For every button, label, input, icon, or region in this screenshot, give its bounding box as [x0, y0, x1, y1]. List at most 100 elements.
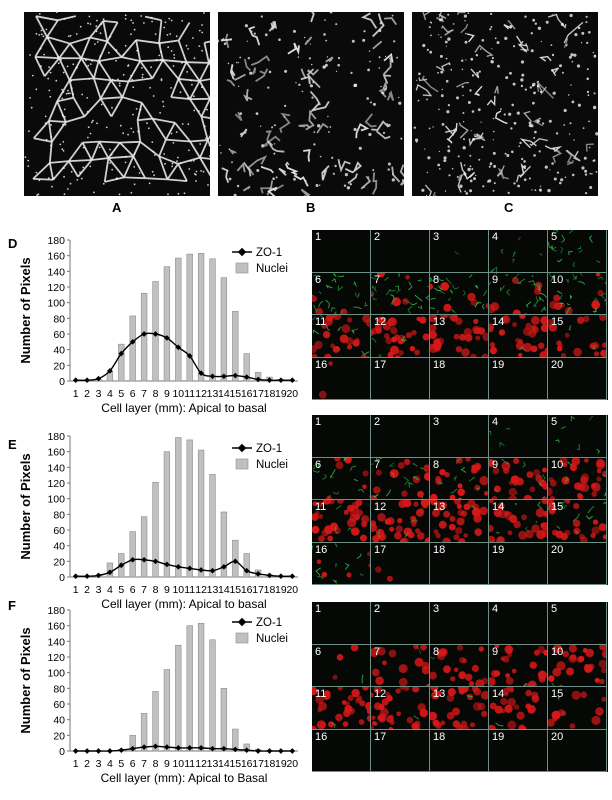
y-tick-label: 100	[47, 494, 65, 506]
legend-zo1-marker	[237, 617, 247, 627]
grid-tile: 11	[312, 500, 371, 543]
tile-number: 3	[433, 416, 440, 428]
x-tick-label: 2	[84, 388, 90, 400]
y-tick-label: 20	[53, 730, 65, 742]
y-tick-label: 20	[53, 556, 65, 568]
x-tick-label: 1	[73, 584, 79, 596]
legend-nuclei-label: Nuclei	[256, 633, 288, 645]
grid-tile: 19	[489, 357, 548, 400]
y-tick-label: 120	[47, 282, 65, 294]
tile-number: 16	[315, 730, 328, 743]
x-tick-label: 9	[164, 584, 170, 596]
chart-d: 0 20 40 60 80 100 120 140 160 180 1 2 3 4 5 6 7 8 9 10 11 12 1…	[0, 228, 310, 418]
x-axis-title: Cell layer (mm): Apical to basal	[101, 401, 266, 415]
zo1-point	[255, 571, 261, 577]
nuclei-bar	[243, 553, 250, 578]
tile-image	[489, 457, 547, 500]
zo1-point	[72, 377, 79, 384]
tile-image	[312, 457, 370, 500]
tile-number: 11	[315, 501, 327, 513]
y-tick-label: 180	[47, 605, 65, 617]
y-tick-label: 140	[47, 266, 65, 278]
y-axis-title: Number of Pixels	[18, 627, 33, 733]
zo1-point	[95, 748, 102, 754]
tile-number: 9	[492, 458, 499, 471]
tile-image	[332, 644, 364, 683]
tile-number: 16	[315, 543, 328, 556]
legend-nuclei-label: Nuclei	[256, 459, 288, 471]
zo1-point	[95, 375, 102, 382]
image-grid-d: 1 2 3 4 5 6 7 8 9 10 11 12 13 14 15 16 17 18 19 20	[312, 230, 608, 400]
grid-tile: 4	[489, 602, 548, 645]
tile-number: 10	[551, 645, 564, 658]
nuclei-bar	[209, 474, 216, 578]
tile-number: 1	[315, 603, 322, 615]
nuclei-bar	[140, 713, 148, 752]
chart-e: 0 20 40 60 80 100 120 140 160 180 1 2 3 4 5 6 7 8 9 10 11 12 1…	[0, 424, 310, 614]
tile-number: 2	[374, 416, 381, 428]
x-tick-label: 16	[241, 758, 253, 770]
x-tick-label: 3	[96, 388, 102, 400]
legend-nuclei-swatch	[235, 458, 249, 470]
tile-number: 2	[374, 603, 381, 615]
zo1-point	[186, 353, 193, 359]
tile-number: 5	[551, 416, 558, 428]
zo1-point	[72, 748, 79, 754]
x-tick-label: 6	[130, 758, 136, 770]
x-tick-label: 4	[107, 584, 113, 596]
nuclei-bar	[140, 292, 148, 382]
tile-number: 18	[433, 543, 446, 556]
grid-tile: 18	[430, 357, 489, 400]
tile-number: 14	[492, 316, 505, 328]
tile-image	[489, 500, 547, 542]
nuclei-bar	[152, 691, 159, 752]
tile-number: 14	[492, 688, 505, 700]
label-c: C	[504, 200, 514, 215]
y-tick-label: 20	[53, 360, 65, 372]
legend-nuclei-swatch	[235, 632, 249, 644]
zo1-point	[198, 745, 204, 751]
grid-tile: 5	[548, 415, 607, 458]
label-b: B	[306, 200, 316, 215]
x-tick-label: 5	[118, 388, 124, 400]
tile-number: 7	[374, 458, 381, 471]
x-tick-label: 1	[73, 758, 79, 770]
nuclei-bar	[129, 315, 136, 382]
label-f: F	[8, 598, 16, 613]
tile-image	[430, 687, 488, 729]
micrograph-c	[412, 12, 598, 196]
nuclei-bar	[197, 449, 205, 578]
nuclei-bar	[232, 310, 239, 382]
nuclei-bar	[163, 266, 171, 382]
tile-image	[489, 272, 547, 315]
tile-number: 15	[551, 316, 564, 328]
tile-number: 17	[374, 543, 387, 556]
tile-image	[318, 360, 333, 399]
zo1-point	[129, 556, 136, 563]
tile-number: 13	[433, 501, 446, 513]
x-tick-label: 18	[264, 584, 276, 596]
tile-number: 4	[492, 416, 499, 428]
x-tick-label: 7	[141, 758, 147, 770]
tile-number: 20	[551, 543, 564, 556]
micrograph-b-image	[218, 12, 404, 196]
y-tick-label: 120	[47, 652, 65, 664]
grid-tile: 2	[371, 230, 430, 273]
grid-tile: 6	[312, 272, 371, 315]
tile-image	[312, 315, 370, 357]
grid-tile: 17	[371, 729, 430, 772]
y-tick-label: 80	[53, 313, 65, 325]
x-tick-label: 15	[229, 758, 241, 770]
tile-number: 13	[433, 316, 446, 328]
nuclei-bar	[163, 669, 171, 752]
x-axis-title: Cell layer (mm): Apical to Basal	[101, 771, 268, 785]
zo1-point	[107, 367, 113, 374]
grid-tile: 14	[489, 500, 548, 543]
x-tick-label: 4	[107, 758, 113, 770]
zo1-point	[84, 377, 90, 384]
x-tick-label: 20	[286, 758, 298, 770]
tile-number: 15	[551, 501, 564, 513]
nuclei-bar	[243, 353, 250, 382]
tile-number: 14	[492, 501, 505, 513]
x-tick-label: 15	[229, 584, 241, 596]
